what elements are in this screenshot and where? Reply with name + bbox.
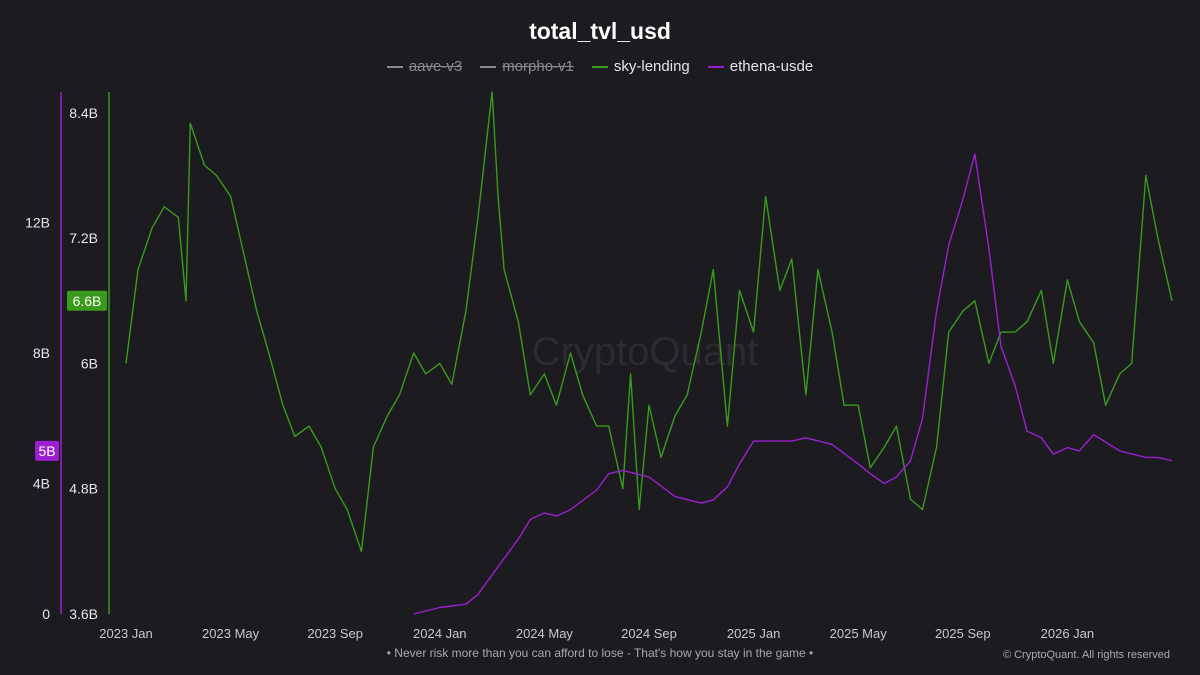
legend-swatch bbox=[591, 65, 608, 68]
legend-swatch bbox=[386, 65, 403, 68]
y-tick-outer: 12B bbox=[25, 215, 50, 231]
y-tick-inner: 4.8B bbox=[69, 481, 98, 497]
copyright-text: © CryptoQuant. All rights reserved bbox=[1002, 649, 1170, 661]
legend-swatch bbox=[480, 65, 497, 68]
series-line-ethena-usde bbox=[413, 153, 1173, 615]
legend-label: morpho-v1 bbox=[502, 58, 574, 75]
legend-label: sky-lending bbox=[613, 58, 690, 75]
chart-title: total_tvl_usd bbox=[529, 18, 671, 44]
x-tick-label: 2023 Jan bbox=[99, 626, 153, 641]
y-badge-outer: 5B bbox=[38, 443, 55, 459]
y-badge-inner-bg bbox=[67, 290, 107, 311]
legend: aave-v3 morpho-v1 sky-lending ethena-usde bbox=[0, 58, 1200, 75]
y-tick-inner: 3.6B bbox=[69, 606, 98, 622]
y-badge-inner: 6.6B bbox=[73, 293, 102, 309]
legend-item-ethena-usde[interactable]: ethena-usde bbox=[707, 58, 814, 75]
legend-label: aave-v3 bbox=[408, 58, 463, 75]
y-tick-inner: 7.2B bbox=[69, 230, 98, 246]
x-tick-label: 2024 May bbox=[516, 626, 574, 641]
y-tick-inner: 8.4B bbox=[69, 105, 98, 121]
x-tick-label: 2025 May bbox=[830, 626, 888, 641]
y-tick-outer: 0 bbox=[42, 606, 50, 622]
y-tick-outer: 8B bbox=[33, 345, 50, 361]
y-tick-outer: 4B bbox=[33, 476, 50, 492]
legend-label: ethena-usde bbox=[729, 58, 814, 75]
legend-item-morpho-v1[interactable]: morpho-v1 bbox=[480, 58, 574, 75]
x-tick-label: 2023 Sep bbox=[307, 626, 363, 641]
legend-item-aave-v3[interactable]: aave-v3 bbox=[386, 58, 463, 75]
y-badge-outer-bg bbox=[35, 440, 59, 461]
legend-swatch bbox=[707, 65, 724, 68]
legend-item-sky-lending[interactable]: sky-lending bbox=[591, 58, 690, 75]
x-tick-label: 2025 Jan bbox=[727, 626, 781, 641]
footer-disclaimer: • Never risk more than you can afford to… bbox=[386, 646, 814, 660]
x-tick-label: 2026 Jan bbox=[1041, 626, 1095, 641]
x-tick-label: 2024 Jan bbox=[413, 626, 467, 641]
series-line-sky-lending bbox=[125, 91, 1173, 553]
watermark: CryptoQuant bbox=[532, 330, 759, 374]
y-tick-inner: 6B bbox=[81, 355, 98, 371]
x-tick-label: 2024 Sep bbox=[621, 626, 677, 641]
x-tick-label: 2023 May bbox=[202, 626, 260, 641]
x-tick-label: 2025 Sep bbox=[935, 626, 991, 641]
